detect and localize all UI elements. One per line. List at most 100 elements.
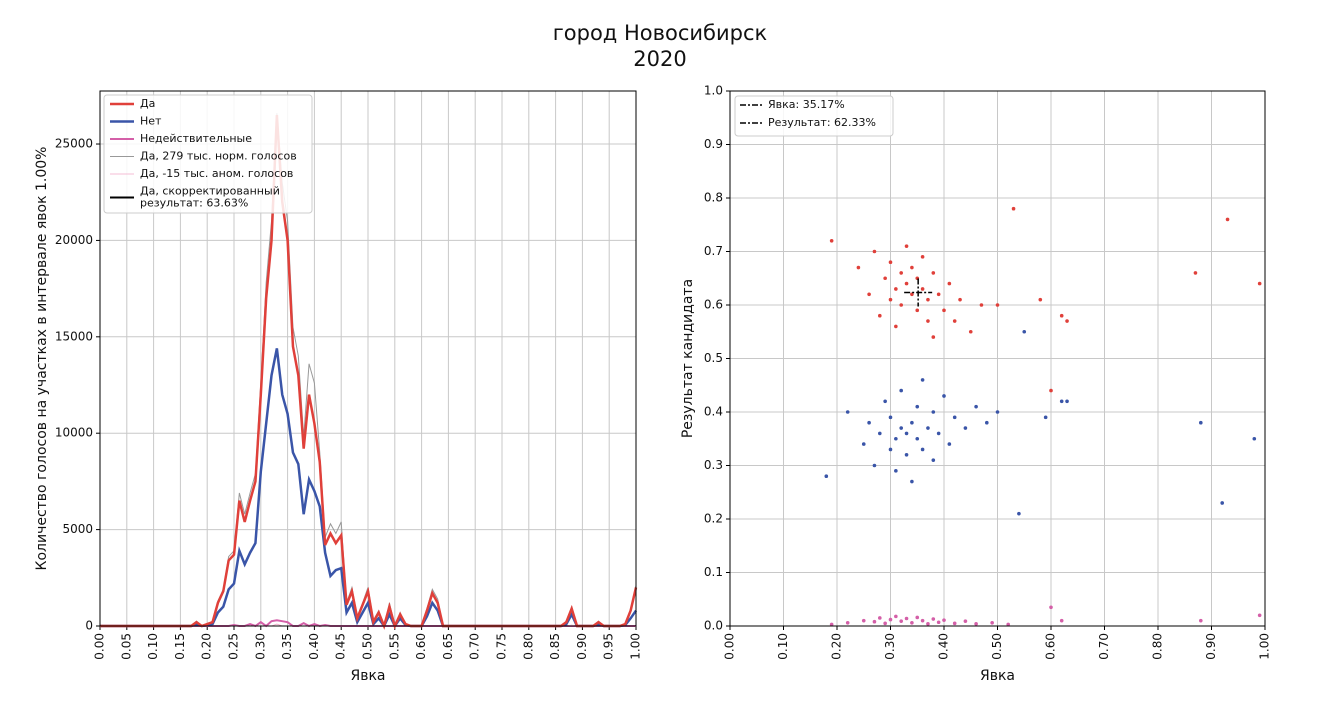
y-axis-label: Результат кандидата [680, 279, 696, 438]
scatter-point [1049, 605, 1053, 610]
y-tick-label: 0.7 [704, 244, 723, 258]
figure-subtitle: 2020 [633, 47, 686, 71]
scatter-point [904, 453, 909, 457]
x-tick-label: 0.90 [575, 633, 589, 660]
scatter-point [926, 426, 930, 430]
legend-box [103, 94, 313, 214]
scatter-point [936, 292, 941, 297]
scatter-point [931, 617, 936, 621]
scatter-point [920, 447, 925, 452]
scatter-point [878, 313, 882, 318]
scatter-point [824, 474, 829, 479]
legend-label: Да, скорректированный [140, 185, 280, 198]
x-tick-label: 0.50 [990, 633, 1004, 660]
scatter-point [845, 620, 850, 625]
scatter-point [910, 265, 914, 270]
scatter-point [1059, 618, 1064, 623]
scatter-point [829, 239, 834, 243]
legend-label: Результат: 62.33% [768, 116, 876, 129]
scatter-point [829, 622, 834, 627]
scatter-point [979, 303, 984, 307]
scatter-point [899, 271, 903, 275]
scatter-point [883, 621, 887, 626]
scatter-point [920, 618, 925, 623]
x-tick-label: 0.95 [602, 633, 616, 660]
scatter-point [883, 399, 887, 404]
scatter-point [904, 281, 909, 286]
scatter-point [894, 324, 898, 329]
scatter-point [936, 431, 941, 436]
scatter-point [867, 420, 871, 425]
scatter-point [867, 292, 871, 297]
plot-frame [729, 90, 1266, 627]
scatter-point [910, 420, 914, 425]
scatter-point [985, 420, 989, 425]
x-tick-label: 0.40 [937, 633, 951, 660]
scatter-point [958, 297, 962, 302]
x-tick-label: 0.20 [830, 633, 844, 660]
y-axis-label: Количество голосов на участках в интерва… [34, 147, 50, 571]
scatter-point [963, 619, 968, 623]
x-tick-label: 0.15 [173, 633, 187, 660]
scatter-point [888, 617, 893, 622]
scatter-point [952, 621, 957, 626]
scatter-point [915, 404, 920, 409]
scatter-point [1011, 206, 1016, 211]
scatter-point [1257, 281, 1262, 286]
x-tick-label: 0.60 [414, 633, 428, 660]
legend-label: Да, -15 тыс. аном. голосов [140, 167, 293, 180]
y-tick-label: 5000 [62, 522, 93, 536]
scatter-point [1006, 622, 1010, 627]
x-tick-label: 0.40 [307, 633, 321, 660]
x-tick-label: 0.05 [119, 633, 133, 660]
y-tick-label: 0.4 [704, 405, 723, 419]
scatter-point [1065, 399, 1069, 404]
scatter-point [1225, 217, 1230, 222]
x-tick-label: 0.85 [548, 633, 562, 660]
scatter-point [1059, 313, 1064, 318]
scatter-point [904, 244, 909, 248]
scatter-point [883, 276, 887, 281]
scatter-point [926, 622, 930, 626]
scatter-point [904, 431, 909, 436]
scatter-point [952, 415, 957, 420]
scatter-point [894, 614, 898, 619]
scatter-point [888, 260, 893, 265]
x-tick-label: 0.30 [253, 633, 267, 660]
x-tick-label: 1.00 [1258, 633, 1272, 660]
x-tick-label: 0.45 [334, 633, 348, 660]
x-tick-label: 0.25 [227, 633, 241, 660]
scatter-point [1049, 388, 1053, 393]
scatter-point [936, 620, 941, 625]
legend-label: Да, 279 тыс. норм. голосов [140, 150, 297, 163]
y-tick-label: 10000 [55, 426, 93, 440]
legend-label: Да [140, 97, 155, 110]
scatter-point [888, 297, 893, 302]
scatter-point [920, 287, 925, 291]
x-tick-label: 0.30 [883, 633, 897, 660]
plot-frame [99, 90, 637, 627]
scatter-point [845, 410, 850, 414]
x-tick-label: 0.00 [93, 633, 107, 660]
scatter-point [947, 281, 952, 286]
x-axis-label: Явка [350, 668, 385, 684]
x-tick-label: 0.65 [441, 633, 455, 660]
y-tick-label: 15000 [55, 329, 93, 343]
scatter-point [1065, 319, 1069, 323]
scatter-point [861, 618, 866, 623]
legend-label: Нет [140, 115, 162, 128]
scatter-point [931, 271, 936, 275]
scatter-point [942, 308, 946, 313]
y-tick-label: 0.5 [704, 351, 723, 365]
scatter-point [942, 618, 946, 622]
x-tick-label: 0.60 [1044, 633, 1058, 660]
x-tick-label: 0.50 [361, 633, 375, 660]
x-tick-label: 0.20 [200, 633, 214, 660]
scatter-point [910, 292, 914, 297]
scatter-point [894, 469, 898, 473]
series-line [100, 348, 638, 629]
x-tick-label: 0.55 [387, 633, 401, 660]
x-tick-label: 0.35 [280, 633, 294, 660]
x-tick-label: 0.10 [146, 633, 160, 660]
